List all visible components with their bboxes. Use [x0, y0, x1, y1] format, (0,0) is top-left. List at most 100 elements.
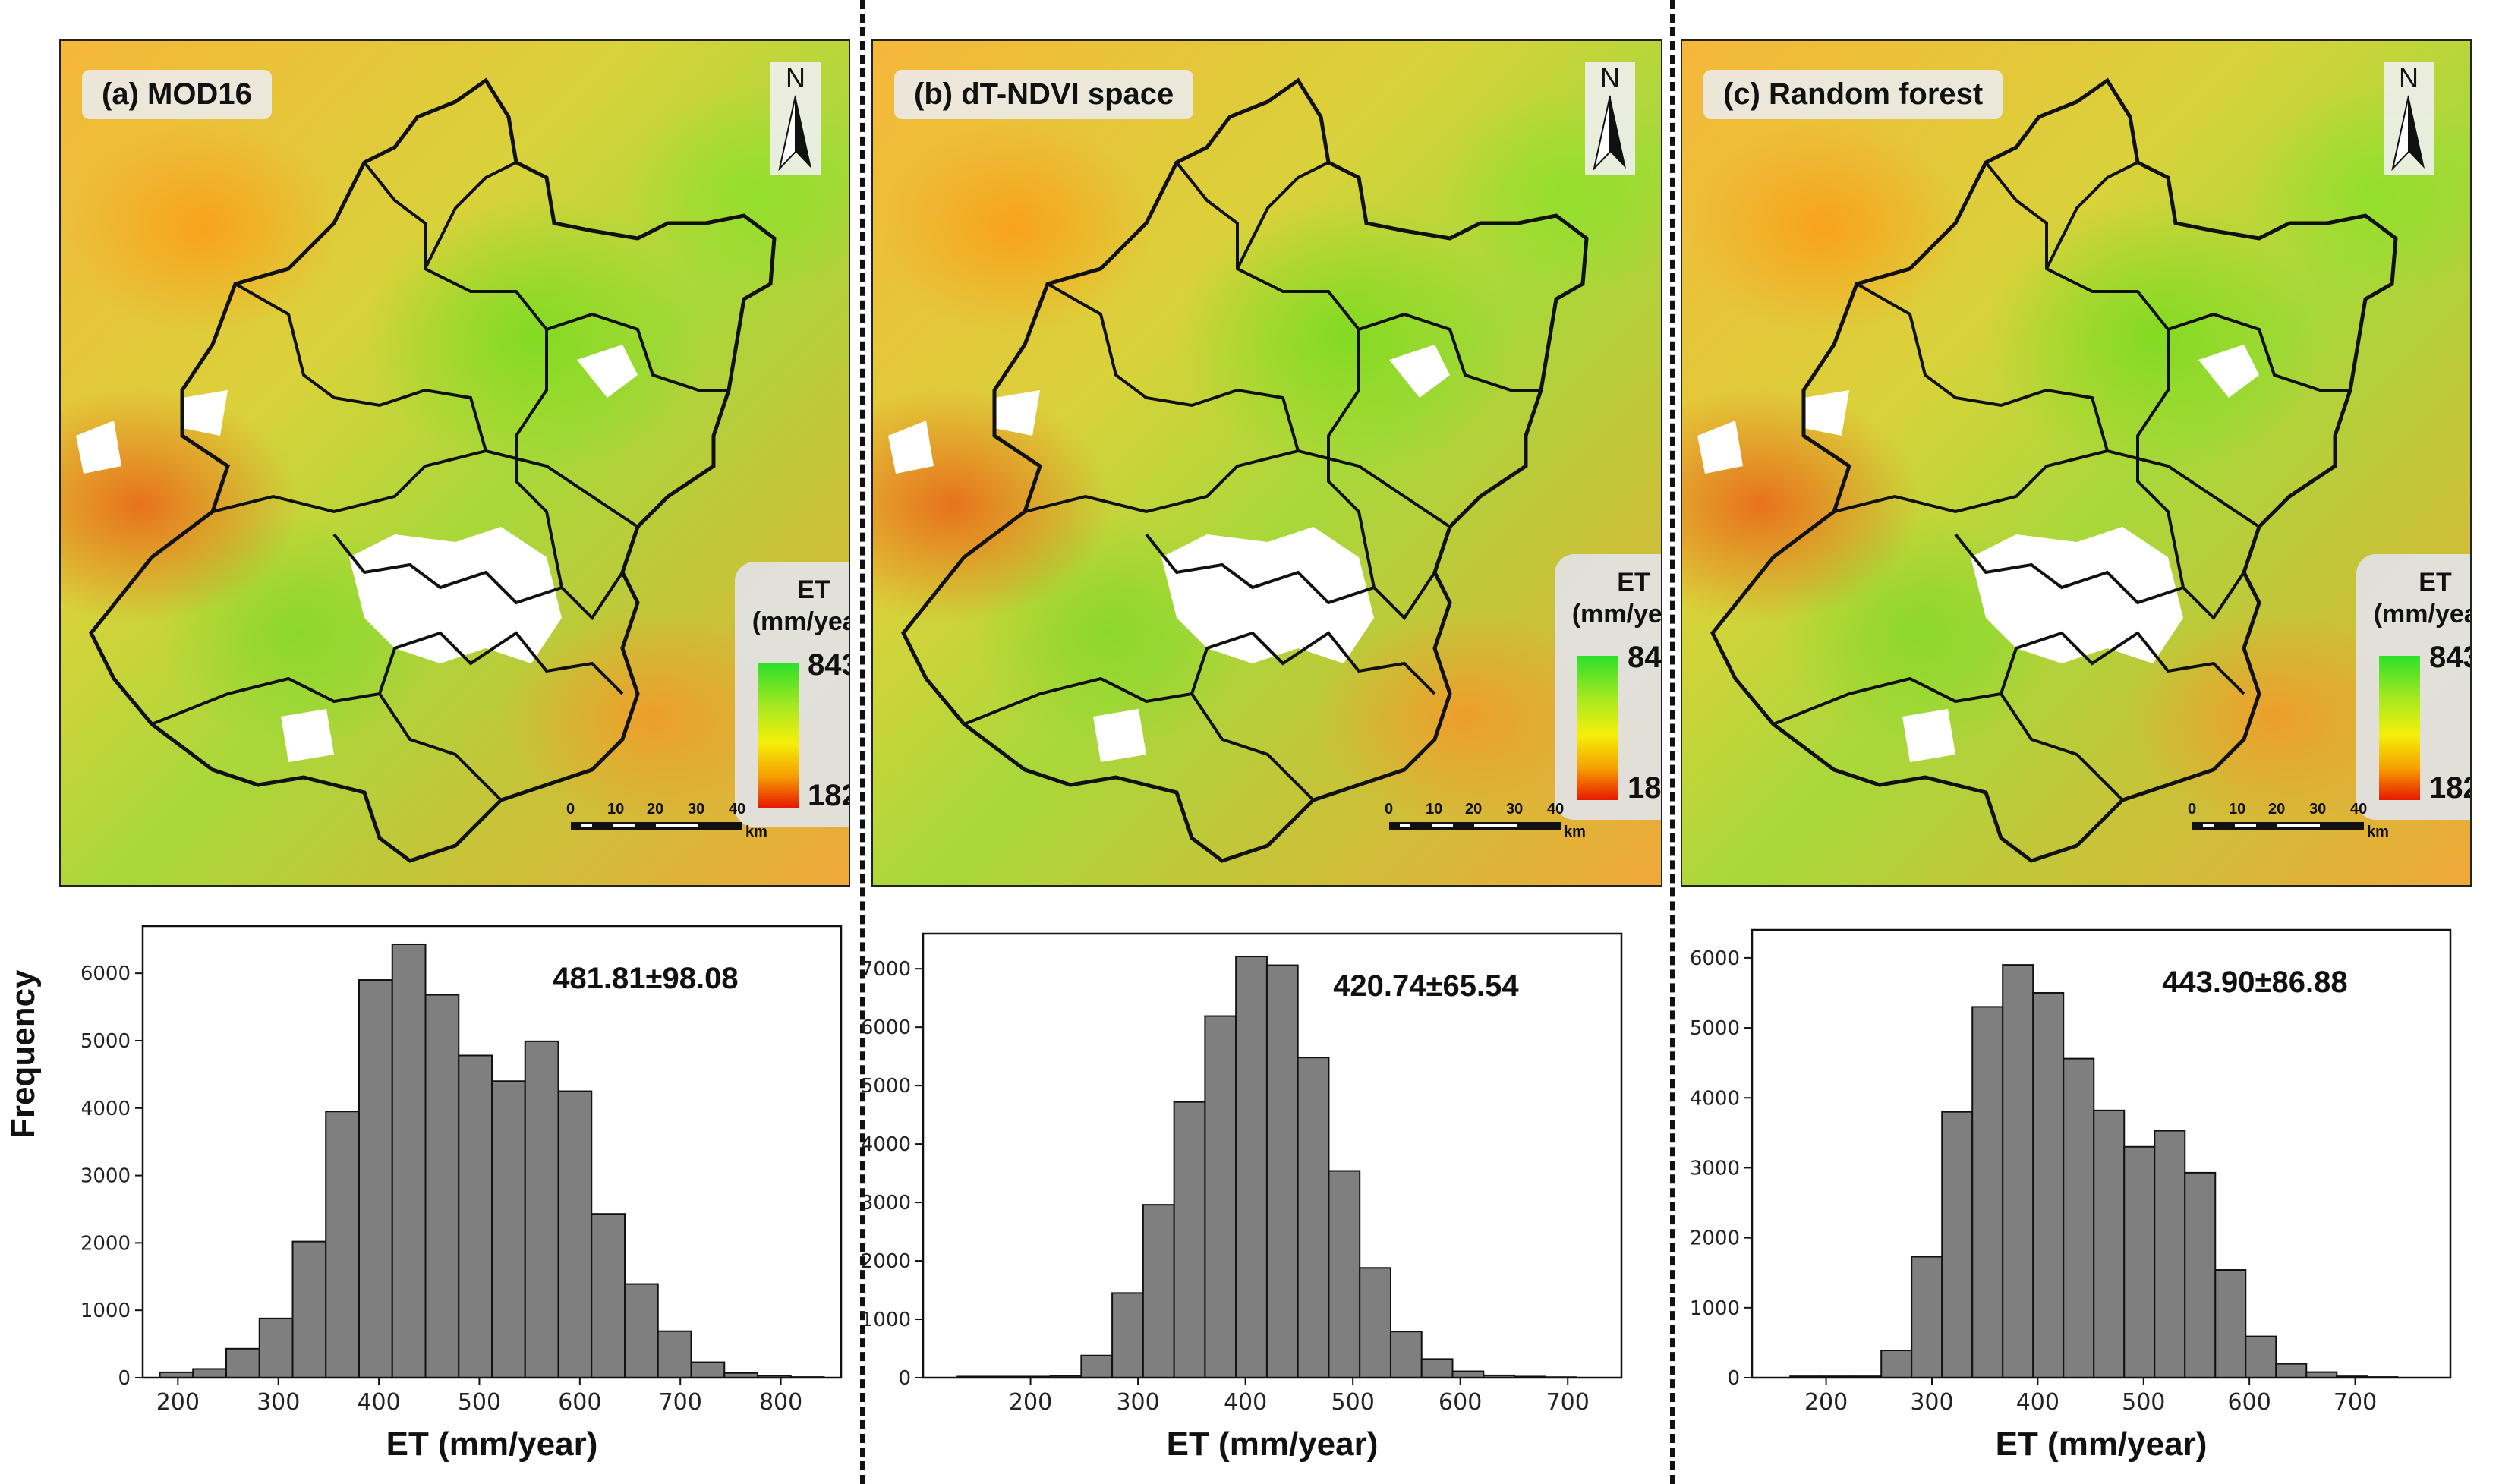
no-data-area — [1093, 709, 1146, 762]
x-tick-label: 600 — [558, 1389, 601, 1416]
district-line — [2000, 631, 2245, 695]
legend-title: ET — [2419, 568, 2452, 597]
legend-color-ramp — [1577, 656, 1618, 800]
district-boundaries — [76, 77, 777, 863]
histogram-bar — [1451, 1370, 1485, 1379]
histogram-bar — [690, 1361, 726, 1379]
no-data-area — [1971, 527, 2183, 663]
map-panel-2: (c) Random forest N ET (mm/year) 843 182 0 10 20… — [1681, 39, 2472, 887]
panel-label: (b) dT-NDVI space — [894, 70, 1194, 119]
scale-tick-label: 20 — [647, 801, 664, 818]
x-tick-label: 700 — [659, 1389, 702, 1416]
y-axis-title: Frequency — [5, 969, 42, 1139]
scale-tick-label: 30 — [2309, 801, 2327, 818]
x-tick-label: 600 — [1439, 1389, 1482, 1416]
outer-boundary — [901, 77, 1589, 863]
et-legend: ET (mm/year) 843 182 — [2356, 554, 2470, 820]
y-tick-label: 4000 — [82, 1098, 131, 1120]
histogram-bar — [1420, 1358, 1454, 1378]
y-tick-label: 7000 — [862, 958, 911, 981]
north-arrow-icon — [2391, 95, 2425, 172]
mean-std-annotation: 420.74±65.54 — [1333, 969, 1519, 1003]
district-line — [2136, 329, 2185, 588]
map-panel-1: (b) dT-NDVI space N ET (mm/year) 843 182 0 10 20… — [871, 39, 1662, 887]
scale-bar-segment — [1474, 824, 1517, 827]
histogram-bar — [2154, 1130, 2186, 1378]
histogram-bar — [1173, 1101, 1206, 1378]
plot-frame — [922, 932, 1623, 1379]
district-line — [1773, 676, 2124, 802]
histogram-bar — [2002, 964, 2034, 1378]
legend-color-ramp — [758, 663, 799, 808]
histogram-bar — [1235, 956, 1268, 1379]
scale-tick-label: 30 — [688, 801, 705, 818]
legend-title: ET — [1617, 568, 1650, 597]
y-tick-label: 0 — [898, 1367, 911, 1390]
x-tick-label: 200 — [1009, 1389, 1052, 1416]
mean-std-annotation: 481.81±98.08 — [553, 962, 738, 995]
et-raster — [873, 41, 1661, 885]
histogram-bar — [657, 1330, 692, 1378]
x-tick-label: 300 — [1910, 1389, 1953, 1416]
x-tick-label: 700 — [1546, 1389, 1590, 1416]
histogram-bar — [1328, 1170, 1361, 1378]
scale-tick-label: 10 — [1426, 801, 1443, 818]
divider-right — [1670, 0, 1675, 1484]
district-line — [424, 161, 517, 269]
no-data-area — [1697, 421, 1743, 474]
histogram-bar — [2032, 991, 2065, 1378]
district-line — [1024, 449, 1451, 528]
histogram-bar — [2093, 1109, 2126, 1378]
scale-tick-label: 30 — [1506, 801, 1524, 818]
histogram-bar — [291, 1240, 327, 1378]
outer-boundary — [89, 77, 777, 863]
et-legend: ET (mm/year) 843 182 — [1555, 554, 1661, 820]
histogram-bar — [1880, 1350, 1913, 1378]
x-tick-label: 500 — [1331, 1389, 1375, 1416]
x-axis-title: ET (mm/year) — [1996, 1426, 2208, 1463]
north-label: N — [1600, 62, 1620, 93]
histogram-bar — [225, 1347, 260, 1378]
histogram-bar — [1971, 1006, 2004, 1378]
district-line — [1190, 631, 1436, 695]
et-raster — [1682, 41, 2470, 885]
scale-tick-label: 0 — [1385, 801, 1394, 818]
y-tick-label: 0 — [118, 1367, 131, 1390]
y-tick-label: 5000 — [82, 1030, 131, 1053]
scale-tick-label: 40 — [2350, 801, 2368, 818]
y-tick-label: 1000 — [1690, 1297, 1740, 1320]
district-line — [235, 282, 487, 452]
district-line — [1856, 282, 2109, 452]
district-line — [1236, 161, 1329, 269]
scale-bar-segment — [1400, 824, 1410, 827]
no-data-area — [1804, 390, 1849, 436]
map-panel-0: (a) MOD16 N ET (mm/year) 843 182 0 10 20 30 40 km — [59, 39, 850, 887]
histogram-bar — [192, 1368, 228, 1378]
x-tick-label: 400 — [1224, 1389, 1267, 1416]
mean-std-annotation: 443.90±86.88 — [2162, 966, 2347, 999]
histogram-bar — [1204, 1015, 1237, 1378]
legend-unit: (mm/year) — [2373, 600, 2470, 629]
plot-frame — [141, 925, 843, 1379]
histogram-bar — [1941, 1111, 1974, 1378]
scale-tick-label: 0 — [2188, 801, 2197, 818]
district-line — [2045, 161, 2138, 269]
north-arrow-icon — [778, 95, 811, 172]
histogram-bar — [1359, 1267, 1391, 1378]
x-tick-label: 600 — [2228, 1389, 2271, 1416]
no-data-area — [281, 709, 334, 762]
histogram-bar — [557, 1090, 593, 1379]
scale-unit: km — [2367, 824, 2389, 840]
no-data-area — [888, 421, 934, 474]
histogram-bar — [1080, 1354, 1114, 1378]
no-data-area — [76, 421, 121, 474]
plot-frame — [1751, 928, 2452, 1379]
x-axis-title: ET (mm/year) — [386, 1426, 598, 1463]
histogram-bar — [391, 943, 427, 1379]
y-tick-label: 6000 — [82, 963, 131, 985]
legend-color-ramp — [2379, 656, 2420, 800]
y-tick-label: 2000 — [82, 1232, 131, 1255]
legend-min: 182 — [808, 779, 849, 812]
scale-bar-segment — [656, 824, 698, 827]
north-arrow-icon — [1593, 95, 1626, 172]
